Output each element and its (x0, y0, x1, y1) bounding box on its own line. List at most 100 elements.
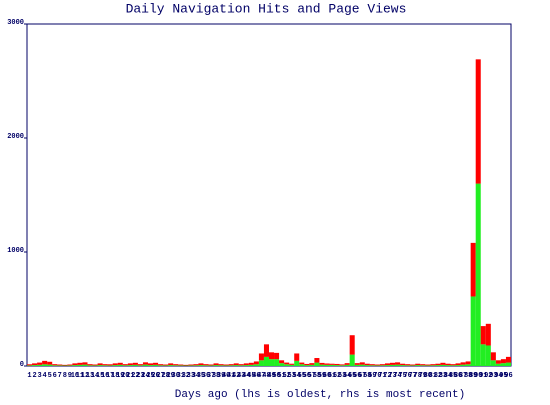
chart-title: Daily Navigation Hits and Page Views (126, 1, 407, 16)
bar-segment (299, 363, 304, 365)
bar-segment (27, 364, 32, 365)
bar-segment (209, 365, 214, 366)
bar-segment (420, 364, 425, 365)
bar-segment (360, 362, 365, 364)
bar-segment (410, 365, 415, 366)
bar-segment (108, 364, 113, 365)
bar-segment (340, 365, 345, 366)
x-tick-label: 96 (504, 372, 512, 380)
bar-segment (158, 365, 163, 366)
bar-segment (390, 365, 395, 366)
plot-frame (27, 24, 511, 366)
x-tick-label: 5 (48, 372, 52, 380)
bar-segment (451, 365, 456, 366)
bar-segment (304, 365, 309, 366)
bar-segment (264, 357, 269, 366)
bar-segment (456, 365, 461, 366)
bar-segment (163, 365, 168, 366)
bar-segment (113, 365, 118, 366)
x-tick-label: 4 (43, 372, 47, 380)
bar-segment (259, 360, 264, 366)
bar-segment (62, 365, 67, 366)
bar-segment (340, 364, 345, 365)
x-tick-label: 3 (38, 372, 42, 380)
bar-segment (445, 365, 450, 366)
bar-segment (466, 364, 471, 366)
bar-segment (471, 296, 476, 366)
bar-segment (284, 363, 289, 365)
bar-segment (118, 363, 123, 365)
bar-segment (410, 365, 415, 366)
bar-segment (128, 363, 133, 365)
bar-segment (476, 184, 481, 366)
bar-segment (440, 363, 445, 365)
bar-segment (420, 365, 425, 366)
bar-segment (178, 365, 183, 366)
bar-segment (98, 363, 103, 365)
bar-segment (37, 365, 42, 366)
bar-segment (244, 365, 249, 366)
bar-segment (501, 363, 506, 366)
bar-segment (274, 353, 279, 359)
bar-segment (224, 365, 229, 366)
bar-segment (506, 357, 511, 363)
bar-segment (47, 362, 52, 365)
bar-segment (269, 359, 274, 366)
bar-segment (451, 364, 456, 365)
bar-segment (274, 359, 279, 366)
bar-segment (445, 364, 450, 365)
x-tick-label: 7 (58, 372, 62, 380)
bar-segment (481, 344, 486, 366)
bar-segment (400, 365, 405, 366)
bar-segment (324, 363, 329, 364)
bar-segment (496, 364, 501, 366)
bar-segment (93, 365, 98, 366)
bar-segment (57, 365, 62, 366)
bar-segment (67, 365, 72, 366)
bar-segment (93, 365, 98, 366)
bar-segment (294, 361, 299, 366)
bar-segment (440, 365, 445, 366)
bar-segment (279, 363, 284, 366)
bar-segment (269, 352, 274, 359)
bar-segment (299, 364, 304, 366)
bar-segment (486, 345, 491, 366)
bar-segment (350, 335, 355, 354)
bar-segment (198, 365, 203, 366)
bar-segment (188, 365, 193, 366)
bar-segment (183, 365, 188, 366)
bar-segment (476, 59, 481, 183)
bar-segment (264, 344, 269, 357)
bar-segment (425, 365, 430, 366)
y-tick-label: 1000 (7, 247, 24, 255)
bar-segment (123, 365, 128, 366)
bar-segment (143, 362, 148, 364)
bar-segment (430, 364, 435, 365)
bar-segment (370, 364, 375, 365)
bar-segment (506, 363, 511, 366)
bar-segment (400, 364, 405, 365)
bar-segment (148, 363, 153, 365)
bar-segment (254, 364, 259, 366)
bar-segment (47, 365, 52, 366)
bar-segment (32, 365, 37, 366)
bar-segment (330, 365, 335, 366)
bar-segment (158, 364, 163, 365)
bar-segment (203, 365, 208, 366)
bar-segment (163, 365, 168, 366)
bar-segment (198, 363, 203, 365)
bar-segment (77, 363, 82, 365)
bar-segment (279, 360, 284, 363)
bar-segment (496, 360, 501, 363)
bar-segment (244, 363, 249, 365)
y-tick-label: 0 (20, 361, 24, 369)
bar-segment (42, 361, 47, 364)
bar-segment (234, 363, 239, 365)
bar-segment (259, 353, 264, 360)
bar-segment (123, 364, 128, 365)
bar-segment (249, 365, 254, 366)
x-axis-label: Days ago (lhs is oldest, rhs is most rec… (175, 389, 465, 400)
bar-segment (98, 365, 103, 366)
bar-segment (57, 365, 62, 366)
bar-segment (224, 365, 229, 366)
